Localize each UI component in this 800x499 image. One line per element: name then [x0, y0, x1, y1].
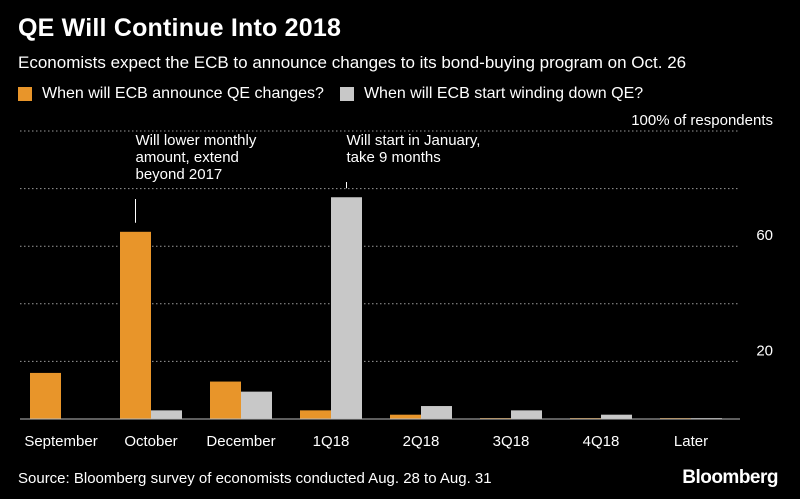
- chart-subtitle: Economists expect the ECB to announce ch…: [18, 53, 687, 72]
- x-tick-label: 2Q18: [403, 433, 440, 450]
- y-tick-label: 60: [756, 227, 773, 244]
- x-tick-label: October: [124, 433, 177, 450]
- annotation-line: Will start in January,: [347, 132, 481, 149]
- bar: [30, 372, 61, 419]
- bar: [151, 410, 182, 419]
- x-tick-label: 1Q18: [313, 433, 350, 450]
- bar: [331, 197, 362, 419]
- legend-item-announce: When will ECB announce QE changes?: [18, 85, 324, 103]
- bar: [421, 406, 452, 419]
- x-tick-label: September: [24, 433, 97, 450]
- x-tick-label: 4Q18: [583, 433, 620, 450]
- source-note: Source: Bloomberg survey of economists c…: [18, 470, 492, 487]
- bar: [241, 391, 272, 419]
- legend: When will ECB announce QE changes? When …: [18, 85, 659, 103]
- annotation-line: amount, extend: [136, 149, 239, 166]
- y-tick-label: 20: [756, 342, 773, 359]
- annotation-line: beyond 2017: [136, 166, 223, 183]
- annotation-line: take 9 months: [347, 149, 441, 166]
- x-tick-label: December: [206, 433, 275, 450]
- legend-swatch-orange: [18, 87, 32, 101]
- legend-label-winding-down: When will ECB start winding down QE?: [363, 85, 644, 102]
- bar: [601, 414, 632, 419]
- annotation-text: Will lower monthly amount, extend beyond 2…: [136, 132, 257, 183]
- bar: [390, 414, 421, 419]
- x-tick-label: Later: [674, 433, 708, 450]
- y-tick-label: 100% of respondents: [631, 112, 773, 129]
- legend-label-announce: When will ECB announce QE changes?: [42, 85, 324, 102]
- bar: [120, 231, 151, 419]
- legend-item-winding-down: When will ECB start winding down QE?: [339, 85, 644, 103]
- bloomberg-logo: Bloomberg: [682, 467, 778, 488]
- annotation-text: Will start in January, take 9 months: [347, 132, 481, 166]
- bar: [300, 410, 331, 419]
- x-tick-label: 3Q18: [493, 433, 530, 450]
- legend-swatch-gray: [339, 87, 354, 101]
- bar: [511, 410, 542, 419]
- annotation-line: Will lower monthly: [136, 132, 257, 149]
- bar: [210, 381, 241, 419]
- chart-title: QE Will Continue Into 2018: [18, 14, 342, 42]
